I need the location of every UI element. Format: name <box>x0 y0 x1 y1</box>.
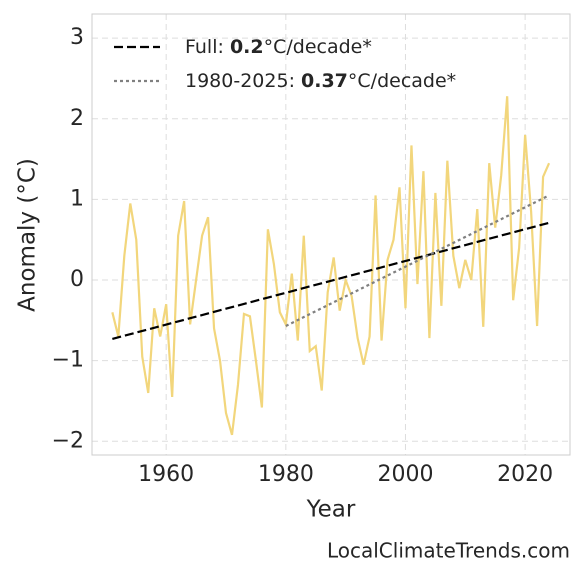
data-line <box>111 96 551 436</box>
trend-line <box>112 221 550 340</box>
legend-text: °C/decade* <box>348 70 456 92</box>
legend-text: Full: <box>185 36 230 58</box>
legend-text: °C/decade* <box>264 36 372 58</box>
x-tick-label: 1960 <box>138 462 194 487</box>
legend-text: 1980-2025: <box>185 70 301 92</box>
legend-text: 0.37 <box>301 70 348 92</box>
y-tick-label: 3 <box>70 25 84 50</box>
y-tick-label: 0 <box>70 267 84 292</box>
x-tick-label: 1980 <box>258 462 314 487</box>
watermark: LocalClimateTrends.com <box>327 539 570 563</box>
plot-frame <box>91 13 571 456</box>
y-tick-label: −1 <box>52 348 84 373</box>
x-tick-label: 2000 <box>377 462 433 487</box>
trend-line <box>285 194 550 327</box>
x-axis-label: Year <box>306 497 356 523</box>
legend-text: 0.2 <box>230 36 264 58</box>
y-tick-label: −2 <box>52 428 84 453</box>
x-tick-label: 2020 <box>497 462 553 487</box>
legend-label: 1980-2025: 0.37°C/decade* <box>185 70 456 92</box>
y-axis-label: Anomaly (°C) <box>15 158 41 312</box>
y-tick-label: 1 <box>70 186 84 211</box>
legend-label: Full: 0.2°C/decade* <box>185 36 372 58</box>
y-tick-label: 2 <box>70 106 84 131</box>
